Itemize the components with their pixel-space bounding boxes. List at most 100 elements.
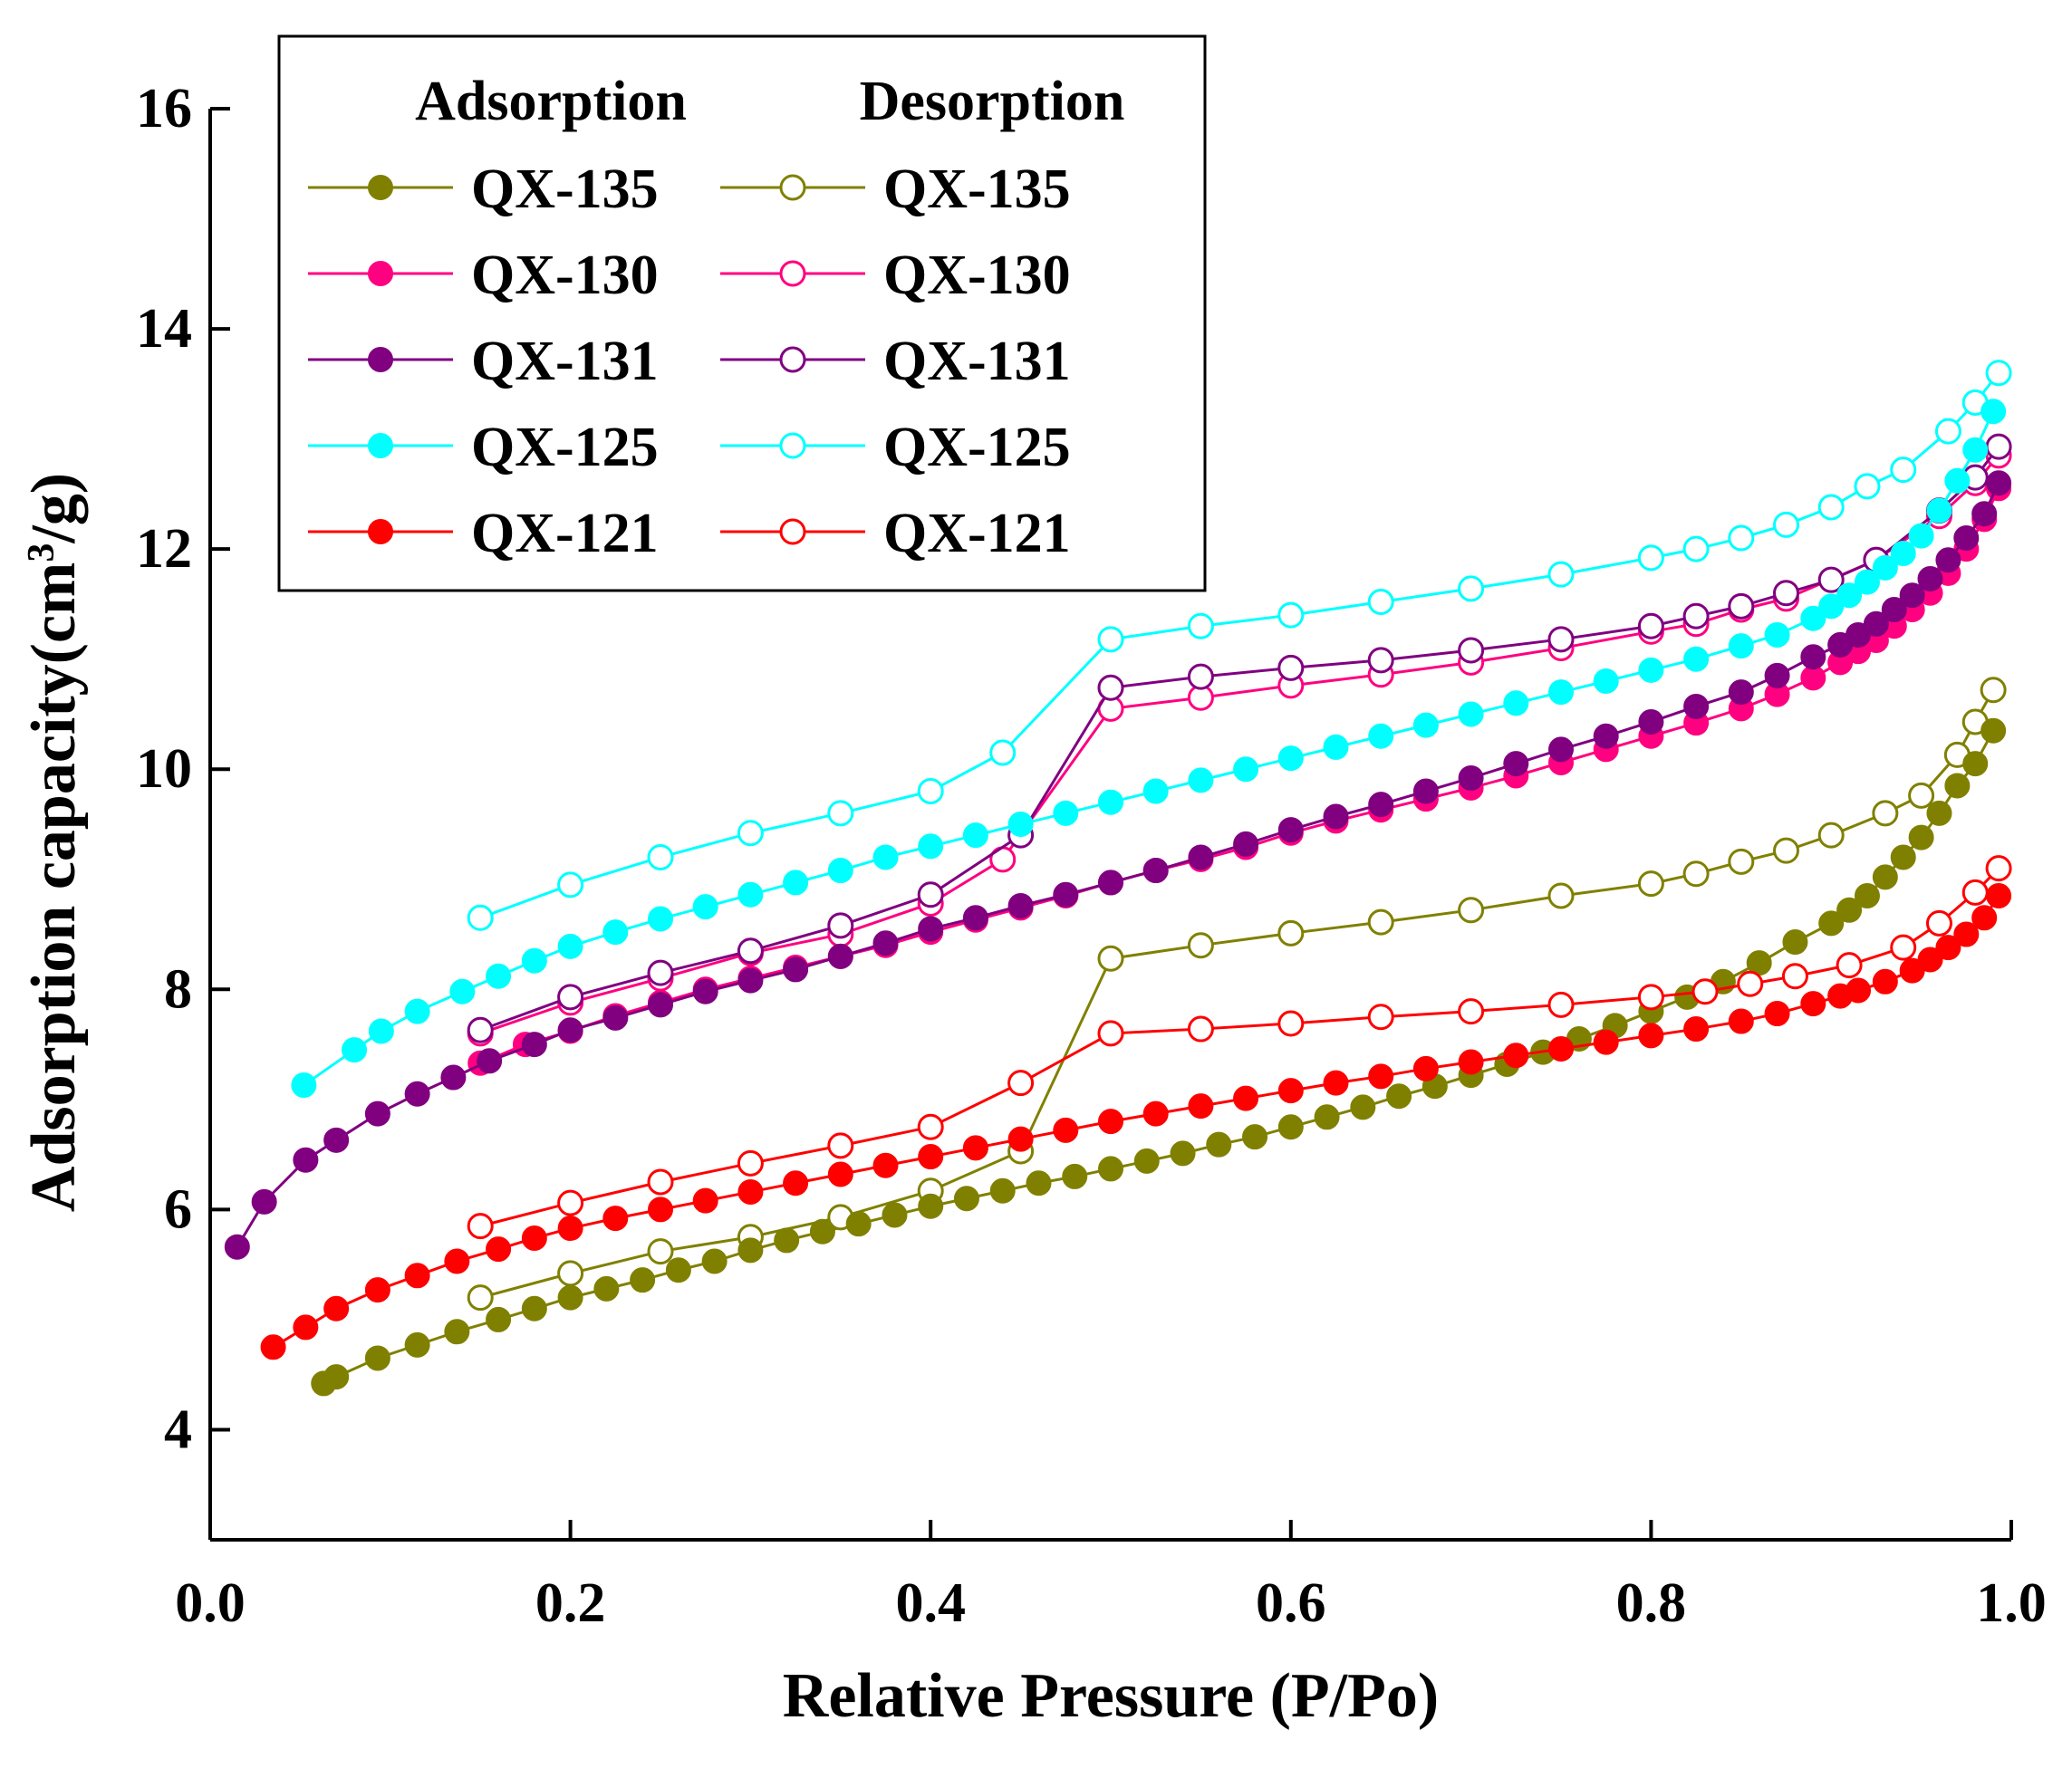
desorption-point <box>1097 626 1124 653</box>
desorption-point <box>1985 433 2012 460</box>
series-layer <box>224 360 2012 1397</box>
adsorption-point <box>1233 756 1259 783</box>
desorption-point <box>1934 418 1961 445</box>
desorption-point <box>1773 580 1799 607</box>
adsorption-point <box>1593 668 1619 694</box>
adsorption-point <box>962 905 988 931</box>
adsorption-point <box>1890 541 1916 567</box>
adsorption-point <box>1053 800 1079 826</box>
desorption-point <box>1925 909 1952 937</box>
adsorption-point <box>1142 1100 1169 1127</box>
desorption-point <box>1187 663 1214 690</box>
adsorption-point <box>449 978 476 1004</box>
desorption-point <box>1908 782 1935 809</box>
legend-adsorption-marker <box>368 261 393 286</box>
adsorption-point <box>827 1161 853 1187</box>
legend-adsorption-label: QX-131 <box>471 331 659 392</box>
adsorption-point <box>557 1017 583 1043</box>
desorption-point <box>1773 837 1799 864</box>
adsorption-point <box>323 1127 350 1153</box>
adsorption-point <box>1323 1070 1349 1096</box>
adsorption-point <box>557 1216 583 1242</box>
desorption-point <box>1458 998 1485 1025</box>
desorption-point <box>1637 870 1664 898</box>
legend-entry-QX-131: QX-131 QX-131 <box>308 331 1071 392</box>
adsorption-point <box>962 822 988 849</box>
adsorption-point <box>440 1064 467 1091</box>
adsorption-point <box>783 1170 809 1197</box>
legend-adsorption-marker <box>368 519 393 544</box>
desorption-point <box>647 843 674 870</box>
adsorption-point <box>1386 1083 1412 1110</box>
desorption-point <box>1187 612 1214 639</box>
adsorption-point <box>368 1018 394 1044</box>
desorption-point <box>827 912 854 939</box>
desorption-point <box>557 984 584 1011</box>
desorption-point <box>1728 848 1755 875</box>
desorption-point <box>557 1260 584 1287</box>
adsorption-point <box>962 1135 988 1161</box>
adsorption-point <box>1728 679 1754 706</box>
y-axis-title-main: Adsorption capacity(cm <box>19 562 89 1212</box>
adsorption-point <box>1098 1109 1123 1135</box>
adsorption-point <box>1854 569 1880 595</box>
x-axis-title: Relative Pressure (P/Po) <box>783 1661 1439 1731</box>
series-QX-121 <box>260 855 2012 1360</box>
desorption-point <box>1277 654 1305 681</box>
adsorption-point <box>1836 897 1863 923</box>
adsorption-point <box>224 1234 250 1260</box>
desorption-point <box>1691 978 1719 1005</box>
adsorption-point <box>1881 597 1907 622</box>
adsorption-point <box>1188 844 1214 870</box>
adsorption-point <box>1764 662 1790 688</box>
adsorption-point <box>1683 1016 1710 1043</box>
desorption-point <box>827 800 854 827</box>
adsorption-point <box>1142 858 1169 884</box>
adsorption-point <box>1458 701 1484 727</box>
adsorption-point <box>521 1032 547 1058</box>
adsorption-point <box>342 1037 368 1063</box>
adsorption-point <box>1638 657 1664 683</box>
adsorption-point <box>783 870 809 896</box>
adsorption-point <box>1953 525 1980 551</box>
adsorption-point <box>1368 723 1394 749</box>
adsorption-point <box>1458 764 1484 791</box>
desorption-point <box>1817 494 1845 521</box>
y-tick-label: 6 <box>164 1178 192 1240</box>
adsorption-point <box>1277 1114 1304 1140</box>
legend-entry-QX-121: QX-121 QX-121 <box>308 503 1071 564</box>
desorption-point <box>647 1168 674 1196</box>
desorption-point <box>1872 800 1899 827</box>
desorption-point <box>1547 561 1575 588</box>
adsorption-point <box>404 1263 430 1289</box>
y-axis-title-superscript: 3 <box>21 543 63 562</box>
desorption-point <box>1773 511 1799 538</box>
desorption-point <box>737 1149 764 1177</box>
adsorption-point <box>364 1277 390 1303</box>
adsorption-point <box>1548 1035 1574 1062</box>
desorption-point <box>647 1238 674 1265</box>
adsorption-point <box>1846 977 1872 1004</box>
legend-adsorption-marker <box>368 347 393 372</box>
series-QX-131 <box>224 433 2012 1260</box>
legend-desorption-marker <box>779 518 806 545</box>
adsorption-point <box>1800 605 1826 631</box>
adsorption-point <box>953 1186 979 1212</box>
desorption-point <box>1187 1015 1214 1043</box>
adsorption-point <box>521 1295 547 1321</box>
legend-desorption-marker <box>779 432 806 459</box>
adsorption-point <box>1188 1093 1214 1120</box>
adsorption-point <box>1800 644 1826 670</box>
adsorption-point <box>774 1227 800 1254</box>
desorption-point <box>1097 674 1124 701</box>
legend-adsorption-label: QX-125 <box>471 417 659 478</box>
adsorption-point <box>1872 554 1898 581</box>
adsorption-point <box>701 1248 728 1274</box>
legend-header-desorption: Desorption <box>860 71 1125 132</box>
adsorption-point <box>1062 1163 1088 1189</box>
desorption-point <box>467 1284 494 1312</box>
legend-entry-QX-135: QX-135 QX-135 <box>308 159 1071 220</box>
adsorption-point <box>1206 1131 1232 1158</box>
